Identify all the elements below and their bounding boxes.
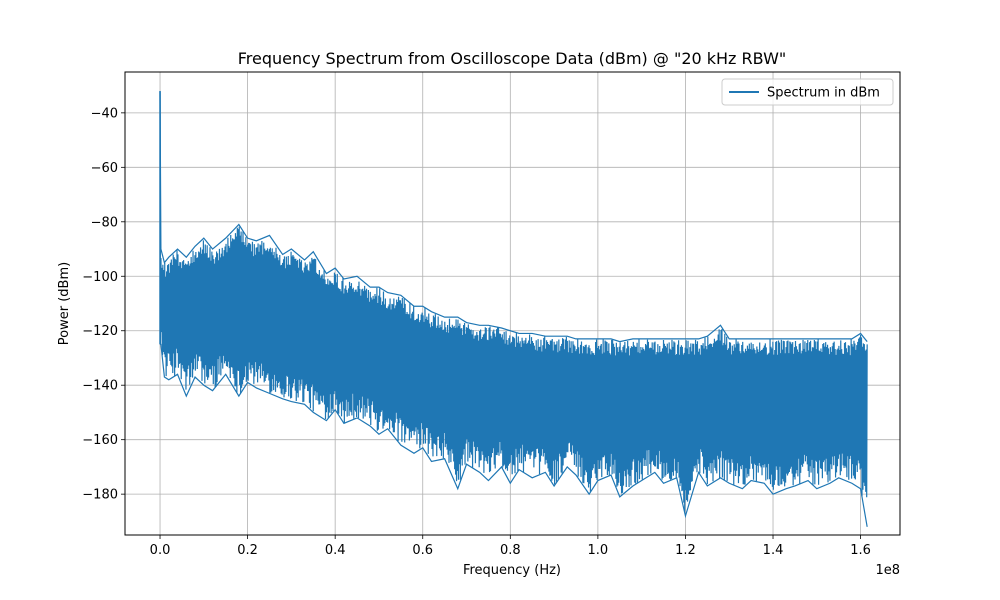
y-tick-label: −100 [82,270,118,285]
axes-frame [124,71,901,536]
plot-area [159,91,868,527]
legend: Spectrum in dBm [721,78,894,106]
chart-title: Frequency Spectrum from Oscilloscope Dat… [238,49,787,68]
spectrum-upper-envelope [159,91,868,343]
legend-box [721,78,894,106]
x-tick-label: 1.6 [850,543,871,558]
y-tick-label: −140 [82,379,118,394]
y-tick-label: −60 [91,161,118,176]
x-tick-label: 0.8 [500,543,521,558]
y-axis-label: Power (dBm) [57,262,72,345]
x-tick-label: 0.4 [325,543,346,558]
y-tick-label: −120 [82,324,118,339]
legend-label: Spectrum in dBm [767,86,880,101]
x-tick-label: 0.0 [150,543,171,558]
x-axis-label: Frequency (Hz) [463,563,561,578]
x-tick-label: 0.6 [412,543,433,558]
y-tick-label: −180 [82,488,118,503]
axis-ticks: 0.0 0.2 0.4 0.6 0.8 1.0 1.2 1.4 1.6 −180 −160 −140 −… [82,106,871,558]
spectrum-lower-envelope [160,343,868,527]
y-tick-label: −40 [91,106,118,121]
x-tick-label: 1.2 [675,543,696,558]
y-tick-label: −80 [91,215,118,230]
spectrum-band [159,91,868,512]
x-offset-label: 1e8 [875,563,900,578]
x-tick-label: 0.2 [237,543,258,558]
y-tick-label: −160 [82,433,118,448]
x-tick-label: 1.4 [763,543,784,558]
x-tick-label: 1.0 [588,543,609,558]
